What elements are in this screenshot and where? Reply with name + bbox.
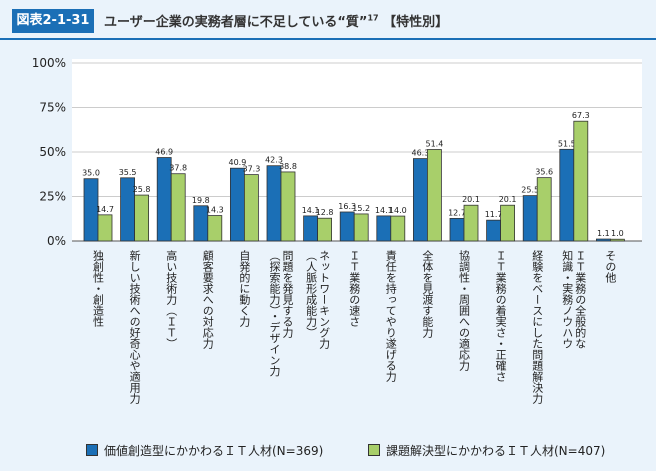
figure-title-footnote: 17 (367, 13, 379, 23)
legend-item-series-1: 価値創造型にかかわるＩＴ人材(N=369) (86, 442, 323, 459)
category-label: ＩＴ業務の速さ (348, 250, 361, 327)
category-label: 新しい技術への好奇心や適用力 (128, 249, 141, 404)
data-label: 40.9 (228, 158, 246, 167)
bar (573, 120, 589, 242)
data-label: 14.0 (389, 206, 407, 215)
legend-swatch-series-1 (86, 444, 98, 456)
category-label: 協調性・周囲への適応力 (458, 250, 471, 371)
data-label: 67.3 (572, 111, 590, 120)
figure-title: ユーザー企業の実務者層に不足している“質”17 【特性別】 (104, 11, 448, 30)
category-label: （人脈形成能力） (305, 250, 318, 338)
data-label: 37.3 (242, 165, 260, 174)
legend-label-series-2: 課題解決型にかかわるＩＴ人材(N=407) (386, 444, 606, 458)
category-label: 高い技術力（ＩＴ） (165, 249, 178, 349)
bar (229, 167, 245, 242)
category-label: 自発的に動く力 (238, 250, 251, 327)
data-label: 42.3 (265, 156, 283, 165)
category-label: 全体を見渡す能力 (421, 249, 434, 338)
legend-swatch-series-2 (368, 444, 380, 456)
y-tick-label: 50% (39, 145, 66, 159)
legend-item-series-2: 課題解決型にかかわるＩＴ人材(N=407) (368, 442, 605, 459)
bar (266, 165, 282, 242)
category-label: その他 (604, 250, 617, 283)
bar (390, 215, 406, 242)
data-label: 46.3 (411, 149, 429, 158)
category-label: 責任を持ってやり遂げる力 (384, 249, 397, 382)
data-label: 25.5 (521, 186, 539, 195)
header-divider (0, 38, 656, 40)
bar (486, 219, 502, 242)
bar (83, 178, 99, 242)
figure-title-suffix: 【特性別】 (383, 15, 449, 30)
category-label: ＩＴ業務の着実さ・正確さ (494, 250, 507, 382)
bar (280, 171, 296, 242)
data-label: 46.9 (155, 148, 173, 157)
bar (376, 215, 392, 242)
bar (97, 214, 113, 242)
data-label: 20.1 (499, 195, 517, 204)
chart-legend: 価値創造型にかかわるＩＴ人材(N=369) 課題解決型にかかわるＩＴ人材(N=4… (0, 436, 656, 462)
data-label: 35.0 (82, 169, 100, 178)
data-label: 14.1 (375, 206, 393, 215)
bar (207, 215, 223, 242)
data-label: 20.1 (462, 195, 480, 204)
bar (536, 177, 552, 242)
bar (463, 204, 479, 242)
figure-number-badge: 図表2-1-31 (12, 9, 94, 33)
data-label: 25.8 (133, 185, 151, 194)
figure-title-text: ユーザー企業の実務者層に不足している“質” (104, 15, 368, 30)
category-label: 顧客要求への対応力 (201, 249, 214, 349)
data-label: 35.6 (535, 168, 553, 177)
y-tick-label: 100% (32, 56, 66, 70)
bar (522, 195, 538, 242)
bar (339, 211, 355, 242)
category-label: 独創性・創造性 (92, 250, 105, 328)
bar (303, 215, 319, 242)
bar (610, 238, 625, 242)
data-label: 16.3 (338, 202, 356, 211)
category-label: 知識・実務ノウハウ (561, 249, 574, 349)
bar (317, 217, 333, 242)
data-label: 14.3 (206, 206, 224, 215)
figure-header: 図表2-1-31 ユーザー企業の実務者層に不足している“質”17 【特性別】 (0, 0, 656, 38)
legend-label-series-1: 価値創造型にかかわるＩＴ人材(N=369) (104, 444, 324, 458)
data-label: 51.5 (558, 139, 576, 148)
data-label: 19.8 (192, 196, 210, 205)
data-label: 11.7 (485, 210, 503, 219)
data-label: 37.8 (169, 164, 187, 173)
bar (170, 173, 186, 242)
data-label: 15.2 (352, 204, 370, 213)
bar (500, 204, 516, 242)
bar-chart: 0% 25% 50% 75% 100% 35.0 14.7 独創性・創造性 35.5 25.8 新し… (32, 56, 642, 404)
data-label: 51.4 (425, 140, 443, 149)
bar (353, 213, 369, 242)
data-label: 14.1 (302, 206, 320, 215)
category-label: （探索能力）・デザイン力 (268, 250, 281, 377)
y-tick-label: 25% (39, 190, 66, 204)
data-label: 1.0 (611, 229, 624, 238)
bar (243, 174, 259, 242)
bar (449, 217, 465, 242)
data-label: 35.5 (119, 168, 137, 177)
data-label: 12.7 (448, 208, 466, 217)
data-label: 14.7 (96, 205, 114, 214)
bar (559, 148, 575, 242)
bar (596, 238, 611, 242)
category-label: ＩＴ業務の全般的な (574, 250, 587, 349)
category-label: ネットワーキング力 (318, 250, 331, 349)
data-label: 12.8 (316, 208, 334, 217)
data-label: 1.1 (597, 229, 610, 238)
bar (134, 194, 150, 242)
category-label: 経験をベースにした問題解決力 (531, 250, 544, 404)
bar (412, 158, 428, 242)
data-label: 38.8 (279, 162, 297, 171)
y-tick-label: 75% (39, 101, 66, 115)
bar (426, 149, 442, 242)
category-label: 問題を発見する力 (281, 250, 294, 338)
y-tick-label: 0% (47, 234, 66, 248)
